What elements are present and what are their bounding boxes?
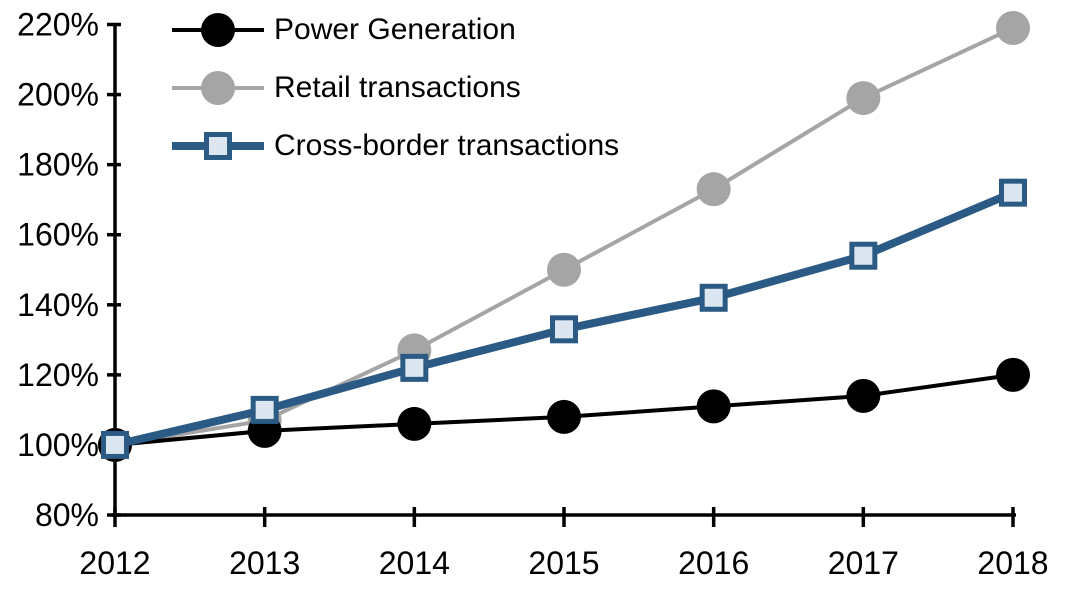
legend-swatch-cross-border-transactions bbox=[204, 132, 232, 160]
legend: Power Generation Retail transactions Cro… bbox=[170, 1, 619, 175]
data-point-cross-border-transactions-2018 bbox=[999, 178, 1027, 207]
legend-item-power-generation: Power Generation bbox=[170, 1, 619, 59]
x-tick-label: 2013 bbox=[229, 545, 300, 581]
y-tick-label: 220% bbox=[17, 7, 99, 43]
data-point-power-generation-2014 bbox=[397, 406, 432, 441]
x-tick-label: 2014 bbox=[379, 545, 450, 581]
x-tick-label: 2017 bbox=[828, 545, 899, 581]
data-point-cross-border-transactions-2015 bbox=[550, 315, 578, 344]
data-point-power-generation-2018 bbox=[996, 357, 1030, 392]
y-tick-label: 140% bbox=[17, 287, 99, 323]
x-tick-label: 2016 bbox=[678, 545, 749, 581]
x-tick-label: 2018 bbox=[977, 545, 1048, 581]
data-point-power-generation-2017 bbox=[846, 378, 881, 413]
legend-swatch-power-generation bbox=[201, 13, 235, 47]
data-point-cross-border-transactions-2014 bbox=[400, 353, 429, 382]
data-point-power-generation-2016 bbox=[696, 389, 731, 424]
data-point-retail-transactions-2016 bbox=[696, 172, 731, 207]
y-tick-label: 160% bbox=[17, 217, 99, 253]
x-tick-label: 2015 bbox=[528, 545, 599, 581]
legend-item-retail-transactions: Retail transactions bbox=[170, 59, 619, 117]
legend-label-cross-border-transactions: Cross-border transactions bbox=[274, 129, 620, 162]
data-point-cross-border-transactions-2012 bbox=[101, 430, 129, 459]
legend-label-power-generation: Power Generation bbox=[274, 13, 516, 46]
data-point-cross-border-transactions-2013 bbox=[250, 395, 279, 424]
data-point-power-generation-2015 bbox=[547, 399, 581, 434]
legend-marker-retail-transactions-icon bbox=[172, 71, 264, 105]
y-tick-label: 80% bbox=[35, 497, 99, 533]
data-point-retail-transactions-2017 bbox=[846, 81, 881, 116]
legend-item-cross-border-transactions: Cross-border transactions bbox=[170, 117, 619, 175]
y-tick-label: 120% bbox=[17, 357, 99, 393]
y-tick-label: 200% bbox=[17, 77, 99, 113]
y-tick-label: 180% bbox=[17, 147, 99, 183]
legend-marker-power-generation-icon bbox=[172, 13, 264, 47]
legend-marker-cross-border-transactions-icon bbox=[172, 132, 264, 160]
x-tick-label: 2012 bbox=[79, 545, 150, 581]
data-point-cross-border-transactions-2016 bbox=[699, 283, 728, 312]
y-tick-label: 100% bbox=[17, 427, 99, 463]
legend-label-retail-transactions: Retail transactions bbox=[274, 71, 521, 104]
data-point-retail-transactions-2015 bbox=[547, 252, 581, 287]
data-point-retail-transactions-2018 bbox=[996, 11, 1030, 46]
legend-swatch-retail-transactions bbox=[201, 71, 235, 105]
data-point-cross-border-transactions-2017 bbox=[849, 241, 878, 270]
